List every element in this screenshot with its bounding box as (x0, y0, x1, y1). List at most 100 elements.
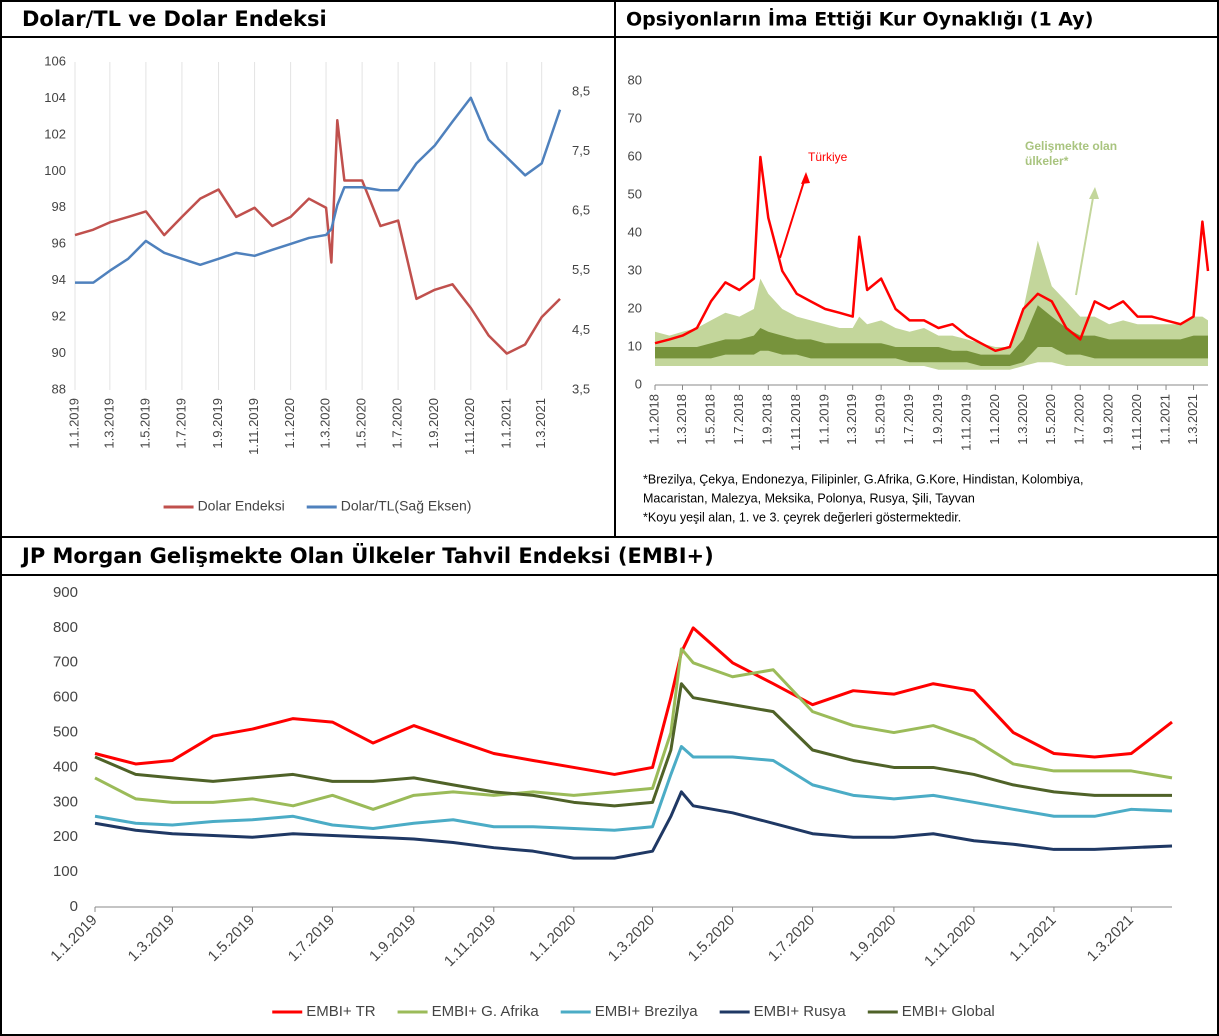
chart-title: Opsiyonların İma Ettiği Kur Oynaklığı (1… (626, 7, 1093, 31)
y-tick-label: 80 (628, 72, 642, 87)
x-tick-label: 1.11.2020 (921, 912, 979, 970)
x-tick-label: 1.1.2021 (1006, 912, 1059, 965)
x-tick-label: 1.3.2019 (101, 398, 116, 449)
x-tick-label: 1.1.2019 (66, 398, 81, 449)
x-tick-label: 1.1.2020 (987, 394, 1002, 445)
x-tick-label: 1.9.2020 (846, 912, 899, 965)
y-tick-label: 98 (52, 199, 66, 214)
y-tick-label: 50 (628, 186, 642, 201)
y2-tick-label: 5,5 (572, 262, 590, 277)
series-line (94, 745, 1173, 832)
series-line (74, 119, 561, 355)
legend-label: Dolar/TL(Sağ Eksen) (341, 498, 472, 514)
y-tick-label: 300 (53, 793, 78, 810)
arrow-head (801, 172, 810, 184)
x-tick-label: 1.3.2019 (844, 394, 859, 445)
y-tick-label: 700 (53, 654, 78, 671)
x-tick-label: 1.5.2020 (685, 912, 738, 965)
x-tick-label: 1.1.2019 (47, 912, 100, 965)
x-tick-label: 1.9.2020 (426, 398, 441, 449)
y-tick-label: 60 (628, 148, 642, 163)
x-tick-label: 1.3.2021 (1084, 912, 1137, 965)
y-tick-label: 104 (44, 90, 66, 105)
series-line (654, 155, 1210, 353)
y-tick-label: 0 (70, 898, 78, 915)
series-line (94, 626, 1173, 776)
y-tick-label: 94 (52, 272, 66, 287)
x-tick-label: 1.5.2018 (702, 394, 717, 445)
y-tick-label: 30 (628, 262, 642, 277)
series-line (94, 790, 1173, 860)
y-tick-label: 20 (628, 300, 642, 315)
annotation: Gelişmekte olan (1025, 139, 1117, 153)
x-tick-label: 1.7.2019 (901, 394, 916, 445)
legend-label: EMBI+ TR (306, 1003, 375, 1020)
y-tick-label: 106 (44, 53, 66, 68)
x-tick-label: 1.3.2021 (1185, 394, 1200, 445)
legend-label: EMBI+ Rusya (754, 1003, 847, 1020)
x-tick-label: 1.3.2020 (318, 398, 333, 449)
annotation: ülkeler* (1025, 154, 1069, 168)
x-tick-label: 1.1.2018 (646, 394, 661, 445)
x-tick-label: 1.5.2019 (873, 394, 888, 445)
x-tick-label: 1.11.2020 (462, 398, 477, 455)
x-tick-label: 1.7.2018 (731, 394, 746, 445)
x-tick-label: 1.11.2018 (788, 394, 803, 451)
x-tick-label: 1.11.2020 (1129, 394, 1144, 451)
band-area (655, 305, 1208, 366)
series-line (94, 682, 1172, 808)
y-tick-label: 0 (635, 376, 642, 391)
chart-title: Dolar/TL ve Dolar Endeksi (22, 7, 327, 31)
x-tick-label: 1.7.2020 (765, 912, 818, 965)
arrow-head (1089, 187, 1099, 199)
y2-tick-label: 3,5 (572, 381, 590, 396)
legend-label: EMBI+ Brezilya (595, 1003, 699, 1020)
y2-tick-label: 8,5 (572, 83, 590, 98)
x-tick-label: 1.7.2020 (1072, 394, 1087, 445)
x-tick-label: 1.5.2019 (137, 398, 152, 449)
y-tick-label: 100 (44, 163, 66, 178)
x-tick-label: 1.7.2019 (285, 912, 338, 965)
series-line (75, 96, 562, 284)
x-tick-label: 1.11.2019 (441, 912, 499, 970)
y-tick-label: 102 (44, 126, 66, 141)
annotation-arrow (779, 174, 807, 259)
x-tick-label: 1.3.2020 (1015, 394, 1030, 445)
y-tick-label: 90 (52, 345, 66, 360)
x-tick-label: 1.9.2020 (1101, 394, 1116, 445)
y-tick-label: 88 (52, 381, 66, 396)
y2-tick-label: 6,5 (572, 203, 590, 218)
x-tick-label: 1.5.2020 (354, 398, 369, 449)
legend-label: EMBI+ Global (902, 1003, 995, 1020)
y2-tick-label: 7,5 (572, 143, 590, 158)
y2-tick-label: 4,5 (572, 322, 590, 337)
x-tick-label: 1.11.2019 (958, 394, 973, 451)
note: *Brezilya, Çekya, Endonezya, Filipinler,… (643, 472, 1083, 486)
x-tick-label: 1.3.2021 (533, 398, 548, 449)
y-tick-label: 92 (52, 309, 66, 324)
y-tick-label: 500 (53, 724, 78, 741)
legend-label: EMBI+ G. Afrika (432, 1003, 540, 1020)
x-tick-label: 1.9.2018 (760, 394, 775, 445)
y-tick-label: 400 (53, 758, 78, 775)
chart-title: JP Morgan Gelişmekte Olan Ülkeler Tahvil… (20, 543, 714, 568)
x-tick-label: 1.1.2020 (282, 398, 297, 449)
x-tick-label: 1.7.2020 (390, 398, 405, 449)
y-tick-label: 70 (628, 110, 642, 125)
x-tick-label: 1.9.2019 (366, 912, 419, 965)
y-tick-label: 10 (628, 338, 642, 353)
y-tick-label: 96 (52, 236, 66, 251)
x-tick-label: 1.9.2019 (930, 394, 945, 445)
annotation: Türkiye (808, 150, 848, 164)
y-tick-label: 600 (53, 689, 78, 706)
y-tick-label: 40 (628, 224, 642, 239)
annotation-arrow (1075, 191, 1095, 296)
x-tick-label: 1.5.2019 (205, 912, 258, 965)
x-tick-label: 1.3.2020 (605, 912, 658, 965)
legend-label: Dolar Endeksi (198, 498, 285, 514)
y-tick-label: 200 (53, 828, 78, 845)
x-tick-label: 1.3.2019 (125, 912, 178, 965)
x-tick-label: 1.1.2019 (817, 394, 832, 445)
